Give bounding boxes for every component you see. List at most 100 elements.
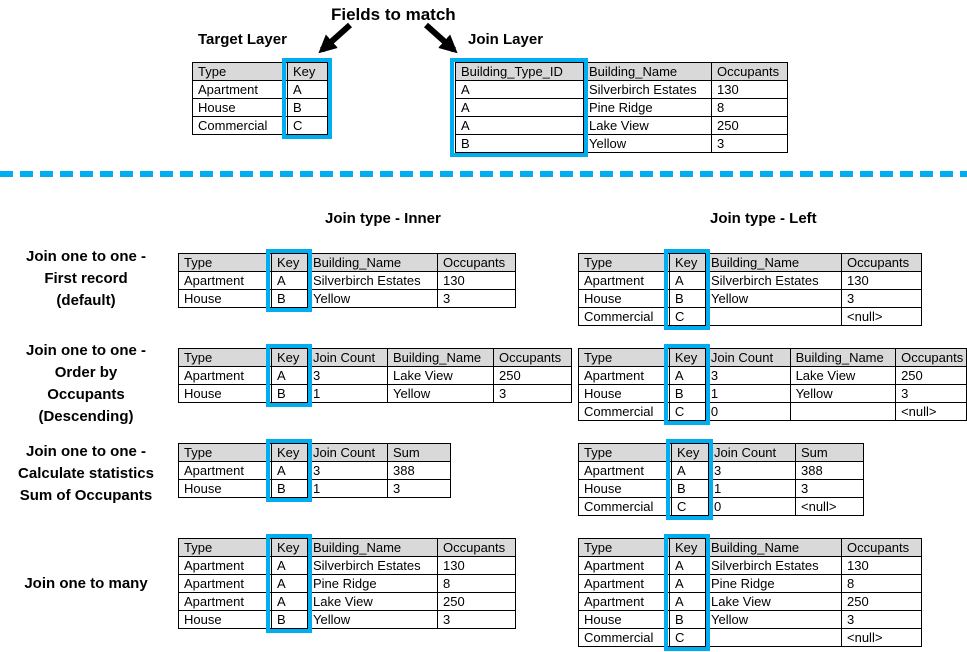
table-cell: 388 bbox=[387, 461, 451, 480]
data-table: Type Key Join Count Building_Name Occupants A… bbox=[578, 348, 967, 421]
table-cell: 3 bbox=[711, 134, 788, 153]
data-table: Type Key Building_Name Occupants Apartment A S… bbox=[178, 253, 516, 308]
table-cell: Commercial bbox=[578, 402, 670, 421]
table-cell: A bbox=[287, 80, 328, 99]
table-cell: 3 bbox=[437, 289, 516, 308]
column-header: Key bbox=[271, 253, 308, 272]
table-cell: Apartment bbox=[178, 366, 272, 385]
example-3-label: Join one to one - Calculate statistics S… bbox=[2, 441, 170, 507]
table-cell: Apartment bbox=[178, 271, 272, 290]
table-cell: Silverbirch Estates bbox=[705, 556, 842, 575]
table-cell: 3 bbox=[795, 479, 864, 498]
table-row: House B Yellow 3 bbox=[178, 289, 516, 308]
label-line: Join one to one - bbox=[26, 342, 146, 359]
table-cell: House bbox=[178, 384, 272, 403]
table-cell: Apartment bbox=[178, 592, 272, 611]
table-row: Apartment A Lake View 250 bbox=[578, 592, 922, 611]
table-cell: Yellow bbox=[789, 384, 897, 403]
table-row: Apartment A Pine Ridge 8 bbox=[178, 574, 516, 593]
table-cell: A bbox=[455, 116, 584, 135]
table-row: House B 1 Yellow 3 bbox=[578, 384, 967, 403]
column-header: Occupants bbox=[711, 62, 788, 81]
table-cell: A bbox=[669, 592, 706, 611]
example-1-inner-table: Type Key Building_Name Occupants Apartment A S… bbox=[178, 249, 516, 312]
table-cell: Yellow bbox=[307, 610, 438, 629]
column-header: Join Count bbox=[307, 348, 388, 367]
table-cell: Apartment bbox=[178, 574, 272, 593]
table-cell: Lake View bbox=[387, 366, 494, 385]
column-header: Type bbox=[578, 348, 670, 367]
header-row: Type Key Building_Name Occupants bbox=[178, 253, 516, 272]
column-header: Type bbox=[192, 62, 288, 81]
table-row: B Yellow 3 bbox=[455, 134, 788, 153]
table-cell: A bbox=[271, 271, 308, 290]
table-cell: B bbox=[271, 384, 308, 403]
example-1-left-table: Type Key Building_Name Occupants Apartment A S… bbox=[578, 249, 922, 330]
header-row: Type Key Building_Name Occupants bbox=[178, 538, 516, 557]
table-cell: C bbox=[287, 116, 328, 135]
table-cell: 388 bbox=[795, 461, 864, 480]
match-arrows-icon bbox=[318, 22, 458, 54]
table-cell: Apartment bbox=[578, 461, 672, 480]
table-cell: House bbox=[178, 289, 272, 308]
label-line: Sum of Occupants bbox=[19, 487, 153, 504]
table-row: House B Yellow 3 bbox=[578, 289, 922, 308]
table-cell: 3 bbox=[493, 384, 572, 403]
join-layer-table: Building_Type_ID Building_Name Occupants A S… bbox=[450, 58, 788, 157]
table-cell: 8 bbox=[841, 574, 922, 593]
column-header: Building_Name bbox=[387, 348, 494, 367]
example-2-label: Join one to one - Order by Occupants (De… bbox=[2, 340, 170, 428]
column-header: Sum bbox=[387, 443, 451, 462]
table-cell: 1 bbox=[307, 384, 388, 403]
example-4-inner-table: Type Key Building_Name Occupants Apartment A S… bbox=[178, 534, 516, 633]
example-3-left-table: Type Key Join Count Sum Apartment A 3 388 House B… bbox=[578, 439, 864, 520]
table-cell: Apartment bbox=[178, 556, 272, 575]
table-row: A Silverbirch Estates 130 bbox=[455, 80, 788, 99]
header-row: Type Key Join Count Building_Name Occupants bbox=[578, 348, 967, 367]
table-cell: 130 bbox=[841, 271, 922, 290]
table-row: Apartment A 3 388 bbox=[578, 461, 864, 480]
table-row: Commercial C <null> bbox=[578, 628, 922, 647]
join-layer-label: Join Layer bbox=[468, 31, 544, 48]
table-cell: A bbox=[668, 366, 706, 385]
table-cell: B bbox=[668, 384, 706, 403]
table-row: Apartment A Lake View 250 bbox=[178, 592, 516, 611]
table-row: A Pine Ridge 8 bbox=[455, 98, 788, 117]
table-row: House B Yellow 3 bbox=[578, 610, 922, 629]
table-row: Apartment A 3 Lake View 250 bbox=[578, 366, 967, 385]
table-cell: A bbox=[671, 461, 709, 480]
column-header: Occupants bbox=[841, 538, 922, 557]
column-header: Type bbox=[178, 253, 272, 272]
column-header: Key bbox=[671, 443, 709, 462]
header-row: Type Key Join Count Sum bbox=[578, 443, 864, 462]
table-cell: House bbox=[578, 384, 670, 403]
table-cell bbox=[705, 307, 842, 326]
column-header: Key bbox=[668, 348, 706, 367]
column-header: Sum bbox=[795, 443, 864, 462]
table-cell: A bbox=[271, 592, 308, 611]
label-line: Join one to one - bbox=[26, 443, 146, 460]
data-table: Type Key Join Count Sum Apartment A 3 388 House B… bbox=[578, 443, 864, 516]
table-cell: 3 bbox=[387, 479, 451, 498]
header-row: Type Key Building_Name Occupants bbox=[578, 253, 922, 272]
table-cell bbox=[789, 402, 897, 421]
table-cell: Pine Ridge bbox=[307, 574, 438, 593]
table-cell: B bbox=[271, 479, 308, 498]
table-cell: A bbox=[271, 556, 308, 575]
table-cell: 130 bbox=[437, 271, 516, 290]
table-cell: 250 bbox=[437, 592, 516, 611]
table-row: Apartment A Silverbirch Estates 130 bbox=[178, 556, 516, 575]
table-cell: Commercial bbox=[578, 307, 670, 326]
table-row: Commercial C bbox=[192, 116, 328, 135]
table-cell: Silverbirch Estates bbox=[307, 271, 438, 290]
column-header: Occupants bbox=[437, 538, 516, 557]
table-cell: A bbox=[669, 556, 706, 575]
table-cell: 3 bbox=[708, 461, 796, 480]
table-cell: C bbox=[668, 402, 706, 421]
table-cell: 250 bbox=[895, 366, 967, 385]
table-row: Commercial C 0 <null> bbox=[578, 402, 967, 421]
table-cell: Apartment bbox=[578, 592, 670, 611]
table-cell: Apartment bbox=[578, 271, 670, 290]
data-table: Type Key Building_Name Occupants Apartment A S… bbox=[578, 538, 922, 647]
